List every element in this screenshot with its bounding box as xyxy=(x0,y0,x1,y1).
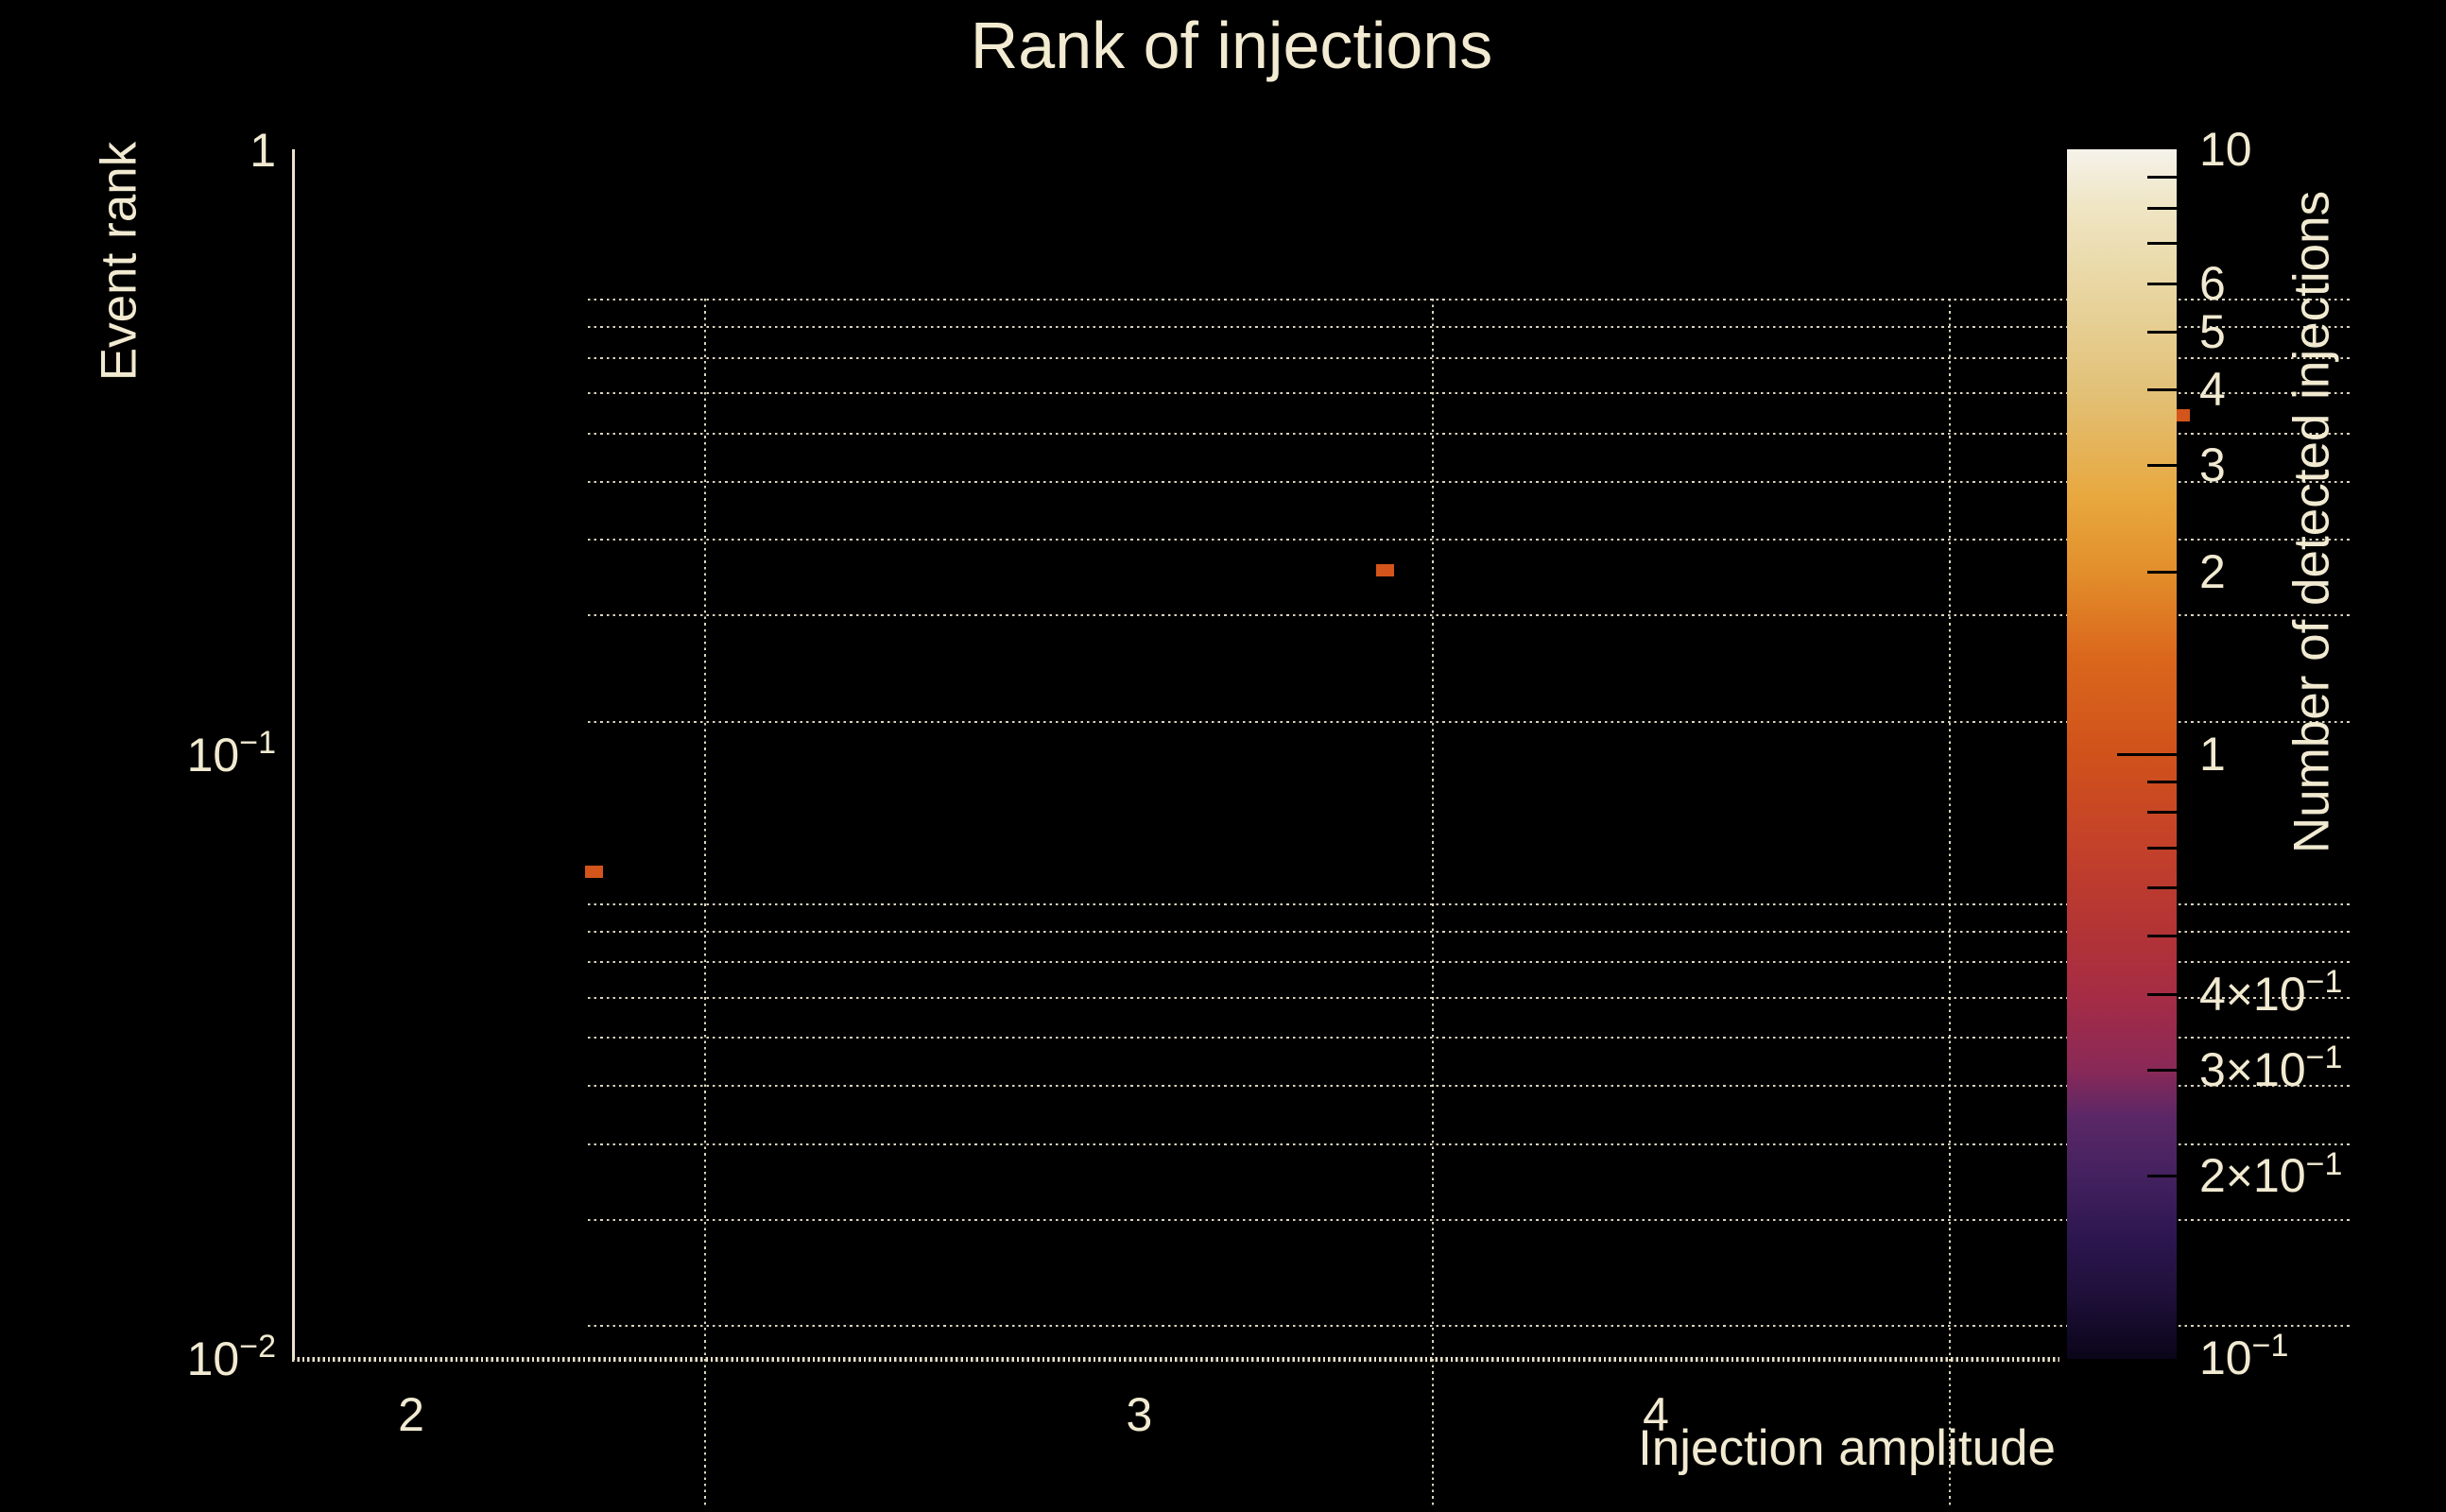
colorbar-minor-tick xyxy=(2147,846,2177,850)
heatmap-cell xyxy=(2172,409,2191,422)
colorbar-minor-tick xyxy=(2147,811,2177,815)
chart-title: Rank of injections xyxy=(970,9,1493,82)
colorbar-minor-tick xyxy=(2147,282,2177,285)
colorbar-tick-label: 6 xyxy=(2199,256,2226,310)
x-tick-label: 2 xyxy=(398,1388,424,1441)
y-gridline xyxy=(588,614,2351,617)
x-axis-spine xyxy=(292,1357,2059,1362)
colorbar-major-tick xyxy=(2117,752,2177,756)
y-gridline xyxy=(588,1218,2351,1221)
colorbar-minor-tick xyxy=(2147,242,2177,246)
y-gridline xyxy=(588,326,2351,329)
colorbar-tick-label: 10−1 xyxy=(2199,1328,2289,1384)
colorbar-tick-label: 4×10−1 xyxy=(2199,964,2343,1021)
y-axis-spine xyxy=(292,149,295,1360)
y-tick-label: 10−1 xyxy=(186,724,276,782)
y-gridline xyxy=(588,1085,2351,1087)
y-gridline xyxy=(588,1325,2351,1328)
colorbar-tick-label: 3×10−1 xyxy=(2199,1040,2343,1096)
x-tick-label: 3 xyxy=(1126,1388,1153,1441)
colorbar-minor-tick xyxy=(2147,206,2177,210)
y-gridline xyxy=(588,356,2351,359)
colorbar-minor-tick xyxy=(2147,570,2177,574)
colorbar-tick-label: 2×10−1 xyxy=(2199,1145,2343,1203)
heatmap-cell xyxy=(1375,564,1394,577)
y-gridline xyxy=(588,1143,2351,1145)
heatmap-cell xyxy=(584,866,603,879)
colorbar-minor-tick xyxy=(2147,935,2177,937)
colorbar-tick-label: 2 xyxy=(2199,544,2226,598)
y-tick-label: 1 xyxy=(250,124,276,177)
y-gridline xyxy=(588,299,2351,301)
colorbar-tick-label: 10 xyxy=(2199,123,2252,176)
x-axis-title: Injection amplitude xyxy=(1638,1420,2056,1476)
colorbar-minor-tick xyxy=(2147,1175,2177,1178)
colorbar-minor-tick xyxy=(2147,1068,2177,1072)
x-gridline xyxy=(1949,299,1951,1506)
y-tick-label: 10−2 xyxy=(186,1329,276,1385)
colorbar-tick-label: 1 xyxy=(2199,727,2226,781)
plot-area xyxy=(294,149,2351,1506)
y-gridline xyxy=(588,392,2351,395)
colorbar-minor-tick xyxy=(2147,464,2177,468)
colorbar-minor-tick xyxy=(2147,330,2177,334)
y-gridline xyxy=(588,930,2351,933)
colorbar-minor-tick xyxy=(2147,992,2177,996)
y-gridline xyxy=(588,432,2351,435)
y-gridline xyxy=(588,480,2351,483)
x-gridline xyxy=(704,299,706,1506)
colorbar-title: Number of detected injections xyxy=(2283,190,2340,854)
y-gridline xyxy=(588,902,2351,905)
x-tick-label: 4 xyxy=(1643,1388,1669,1441)
colorbar-minor-tick xyxy=(2147,388,2177,392)
y-gridline xyxy=(588,1037,2351,1040)
y-gridline xyxy=(588,961,2351,964)
y-gridline xyxy=(588,720,2351,723)
colorbar-tick-label: 4 xyxy=(2199,363,2226,417)
colorbar-tick-label: 5 xyxy=(2199,304,2226,358)
y-gridline xyxy=(588,996,2351,999)
y-axis-title: Event rank xyxy=(91,141,147,382)
colorbar-minor-tick xyxy=(2147,886,2177,890)
x-gridline xyxy=(1432,299,1435,1506)
colorbar-tick-label: 3 xyxy=(2199,438,2226,492)
colorbar-minor-tick xyxy=(2147,780,2177,783)
y-gridline xyxy=(588,539,2351,541)
colorbar-minor-tick xyxy=(2147,176,2177,180)
